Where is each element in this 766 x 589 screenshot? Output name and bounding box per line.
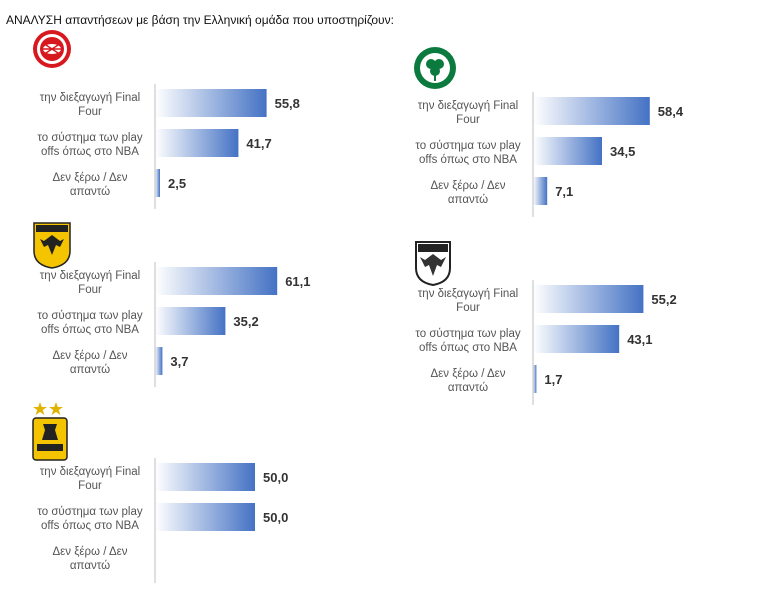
bar-1 xyxy=(533,137,602,165)
category-label: Δεν ξέρω / Δεν απαντώ xyxy=(430,368,505,394)
value-label: 50,0 xyxy=(263,470,288,485)
category-label: το σύστημα των play offs όπως στο NBA xyxy=(415,140,521,166)
value-label: 34,5 xyxy=(610,144,635,159)
category-label: το σύστημα των play offs όπως στο NBA xyxy=(415,328,521,354)
value-label: 55,8 xyxy=(275,96,300,111)
category-label: την διεξαγωγή Final Four xyxy=(40,466,140,492)
bar-1 xyxy=(155,129,239,157)
value-label: 55,2 xyxy=(651,292,676,307)
value-label: 61,1 xyxy=(285,274,310,289)
bar-1 xyxy=(155,307,226,335)
bar-0 xyxy=(155,463,255,491)
value-label: 43,1 xyxy=(627,332,652,347)
value-label: 7,1 xyxy=(555,184,573,199)
paok-logo xyxy=(415,241,451,286)
olympiacos-logo xyxy=(33,30,71,68)
bar-1 xyxy=(155,503,255,531)
bar-2 xyxy=(155,169,160,197)
panathinaikos-logo xyxy=(414,47,456,89)
category-label: το σύστημα των play offs όπως στο NBA xyxy=(37,310,143,336)
bar-0 xyxy=(533,285,644,313)
bar-0 xyxy=(155,267,278,295)
page-title: ΑΝΑΛΥΣΗ απαντήσεων με βάση την Ελληνική … xyxy=(6,13,394,27)
chart-aris: την διεξαγωγή Final Four 50,0 το σύστημα τω… xyxy=(37,458,288,583)
bar-2 xyxy=(155,347,163,375)
chart-paok: την διεξαγωγή Final Four 55,2 το σύστημα τω… xyxy=(415,280,677,405)
category-label: το σύστημα των play offs όπως στο NBA xyxy=(37,506,143,532)
bar-0 xyxy=(155,89,267,117)
category-label: Δεν ξέρω / Δεν απαντώ xyxy=(52,172,127,198)
value-label: 2,5 xyxy=(168,176,186,191)
category-label: την διεξαγωγή Final Four xyxy=(40,92,140,118)
aris-logo xyxy=(32,402,68,461)
category-label: Δεν ξέρω / Δεν απαντώ xyxy=(52,350,127,376)
chart-panathinaikos: την διεξαγωγή Final Four 58,4 το σύστημα τω… xyxy=(415,92,684,217)
value-label: 35,2 xyxy=(233,314,258,329)
category-label: το σύστημα των play offs όπως στο NBA xyxy=(37,132,143,158)
category-label: την διεξαγωγή Final Four xyxy=(418,288,518,314)
bar-2 xyxy=(533,365,537,393)
category-label: Δεν ξέρω / Δεν απαντώ xyxy=(52,546,127,572)
chart-olympiacos: την διεξαγωγή Final Four 55,8 το σύστημα τω… xyxy=(37,84,300,209)
category-label: την διεξαγωγή Final Four xyxy=(418,100,518,126)
category-label: την διεξαγωγή Final Four xyxy=(40,270,140,296)
value-label: 58,4 xyxy=(658,104,684,119)
value-label: 3,7 xyxy=(170,354,188,369)
value-label: 41,7 xyxy=(246,136,271,151)
bar-0 xyxy=(533,97,650,125)
aek-logo xyxy=(33,222,71,269)
value-label: 50,0 xyxy=(263,510,288,525)
bar-1 xyxy=(533,325,620,353)
category-label: Δεν ξέρω / Δεν απαντώ xyxy=(430,180,505,206)
value-label: 1,7 xyxy=(544,372,562,387)
chart-aek: την διεξαγωγή Final Four 61,1 το σύστημα τω… xyxy=(37,262,311,387)
bar-2 xyxy=(533,177,548,205)
